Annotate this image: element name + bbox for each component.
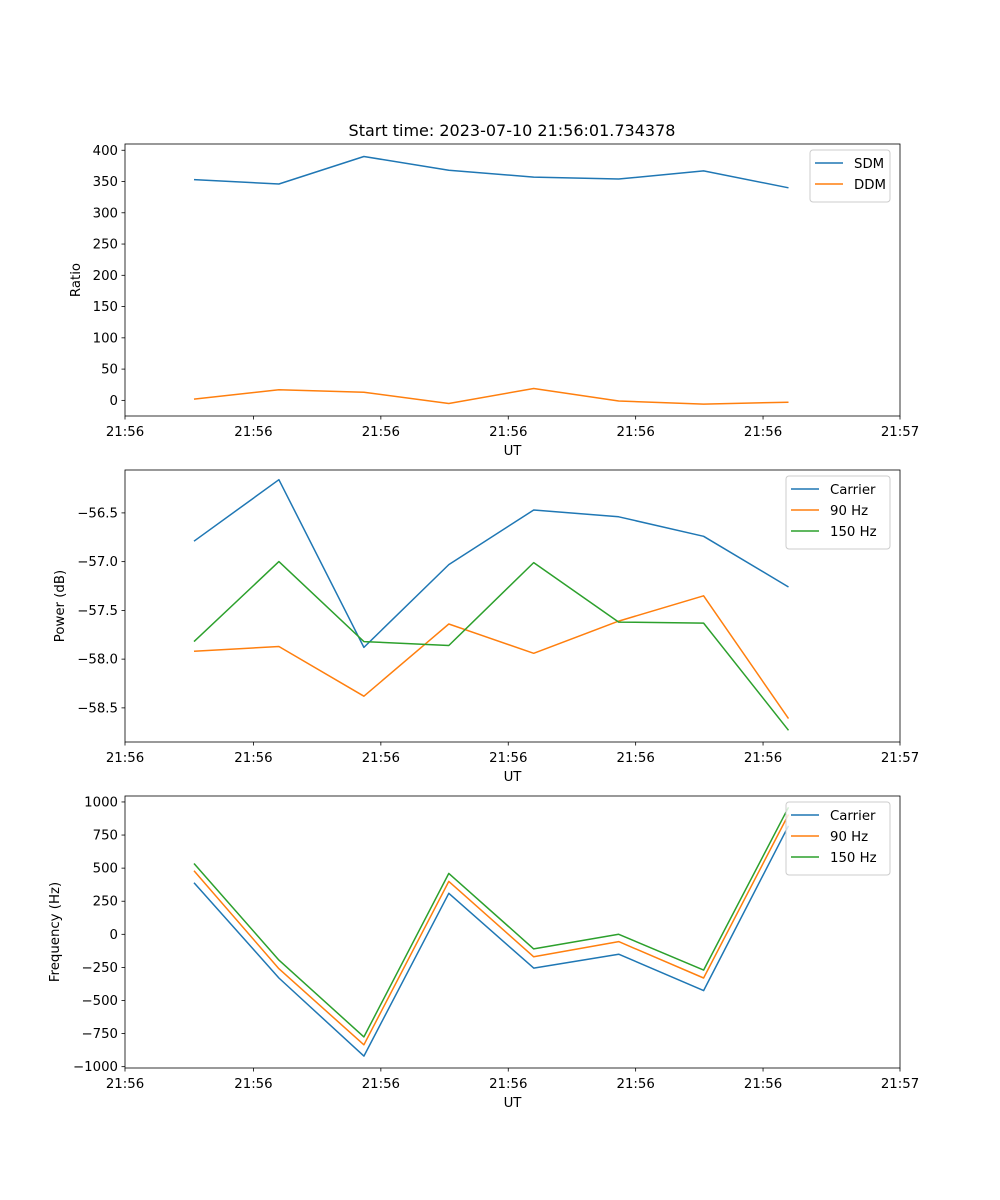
x-tick-label: 21:56 bbox=[362, 1077, 400, 1092]
y-tick-label: 250 bbox=[93, 895, 118, 910]
x-tick-label: 21:56 bbox=[106, 751, 144, 766]
y-tick-label: −57.0 bbox=[77, 555, 118, 570]
series-line-150-hz bbox=[193, 806, 790, 1038]
y-tick-label: 500 bbox=[93, 862, 118, 877]
y-tick-label: −500 bbox=[81, 994, 118, 1009]
legend: SDM DDM bbox=[809, 149, 891, 203]
y-axis-label: Ratio bbox=[69, 263, 84, 297]
series-line-sdm bbox=[193, 155, 789, 189]
legend-label: 150 Hz bbox=[830, 851, 877, 866]
y-tick-label: −56.5 bbox=[77, 506, 118, 521]
legend-label: 90 Hz bbox=[830, 504, 868, 519]
x-tick-label: 21:56 bbox=[744, 1077, 782, 1092]
x-axis-label: UT bbox=[504, 1096, 523, 1111]
y-tick-label: −1000 bbox=[73, 1060, 118, 1075]
x-tick-label: 21:56 bbox=[234, 1077, 272, 1092]
x-tick-label: 21:56 bbox=[234, 751, 272, 766]
y-axis-label: Power (dB) bbox=[53, 570, 68, 642]
power-panel: −58.5 −58.0 −57.5 −57.0 −56.5 21:56 21:56 21:56… bbox=[53, 469, 919, 785]
y-tick-label: 100 bbox=[93, 331, 118, 346]
y-tick-label: 200 bbox=[93, 269, 118, 284]
legend-label: DDM bbox=[854, 178, 886, 193]
series-line-90-hz bbox=[193, 814, 790, 1046]
x-tick-label: 21:57 bbox=[881, 425, 919, 440]
x-tick-label: 21:56 bbox=[106, 425, 144, 440]
series-line-carrier bbox=[193, 478, 789, 649]
x-tick-label: 21:56 bbox=[616, 1077, 654, 1092]
series-line-carrier bbox=[193, 825, 790, 1057]
series-line-90-hz bbox=[193, 595, 790, 720]
x-axis-label: UT bbox=[504, 444, 523, 459]
y-tick-label: −57.5 bbox=[77, 604, 118, 619]
y-tick-label: −250 bbox=[81, 961, 118, 976]
x-tick-label: 21:56 bbox=[744, 751, 782, 766]
legend-label: Carrier bbox=[830, 483, 876, 498]
x-tick-label: 21:56 bbox=[616, 751, 654, 766]
x-tick-label: 21:56 bbox=[489, 751, 527, 766]
x-tick-label: 21:56 bbox=[234, 425, 272, 440]
y-tick-label: −58.0 bbox=[77, 653, 118, 668]
y-tick-label: −750 bbox=[81, 1027, 118, 1042]
y-tick-label: 0 bbox=[110, 394, 118, 409]
x-tick-label: 21:56 bbox=[362, 751, 400, 766]
x-tick-label: 21:56 bbox=[616, 425, 654, 440]
y-tick-label: 750 bbox=[93, 829, 118, 844]
x-tick-label: 21:57 bbox=[881, 751, 919, 766]
y-tick-label: 50 bbox=[101, 363, 118, 378]
legend: Carrier 90 Hz 150 Hz bbox=[785, 475, 891, 550]
y-tick-label: 300 bbox=[93, 206, 118, 221]
x-tick-label: 21:56 bbox=[489, 1077, 527, 1092]
series-line-ddm bbox=[193, 387, 789, 405]
plot-frame bbox=[124, 795, 901, 1069]
frequency-panel: −1000 −750 −500 −250 0 250 500 750 1000 21:56 21:5… bbox=[48, 795, 919, 1111]
y-tick-label: 350 bbox=[93, 175, 118, 190]
x-tick-label: 21:56 bbox=[106, 1077, 144, 1092]
legend-label: 90 Hz bbox=[830, 830, 868, 845]
figure-title: Start time: 2023-07-10 21:56:01.734378 bbox=[349, 121, 676, 140]
plot-frame bbox=[124, 469, 901, 743]
plot-frame bbox=[124, 143, 901, 417]
x-tick-label: 21:57 bbox=[881, 1077, 919, 1092]
x-axis-label: UT bbox=[504, 770, 523, 785]
legend-label: 150 Hz bbox=[830, 525, 877, 540]
series-line-150-hz bbox=[193, 560, 790, 731]
y-tick-label: 400 bbox=[93, 144, 118, 159]
legend-label: Carrier bbox=[830, 809, 876, 824]
y-tick-label: 1000 bbox=[84, 795, 118, 810]
ratio-panel: 0 50 100 150 200 250 300 350 400 21:56 21:56 21:56 2… bbox=[69, 143, 919, 459]
x-tick-label: 21:56 bbox=[362, 425, 400, 440]
y-tick-label: 0 bbox=[110, 928, 118, 943]
legend-label: SDM bbox=[854, 157, 884, 172]
x-tick-label: 21:56 bbox=[489, 425, 527, 440]
y-tick-label: 250 bbox=[93, 238, 118, 253]
legend: Carrier 90 Hz 150 Hz bbox=[785, 801, 891, 876]
y-tick-label: 150 bbox=[93, 300, 118, 315]
y-tick-label: −58.5 bbox=[77, 701, 118, 716]
x-tick-label: 21:56 bbox=[744, 425, 782, 440]
y-axis-label: Frequency (Hz) bbox=[48, 882, 63, 982]
